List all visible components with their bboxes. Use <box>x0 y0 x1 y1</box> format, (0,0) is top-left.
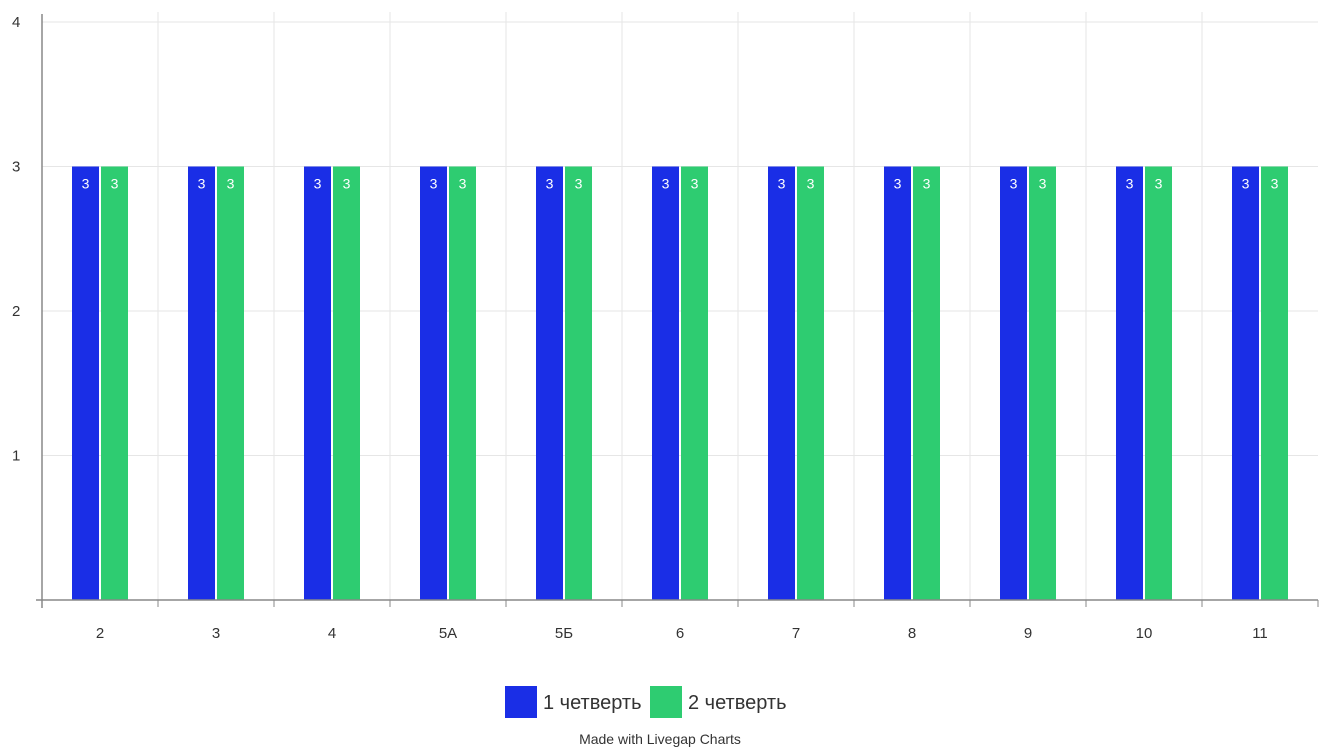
bar[interactable] <box>72 166 99 601</box>
bar-data-label: 3 <box>546 176 554 192</box>
y-tick-label: 1 <box>12 448 20 465</box>
bar[interactable] <box>304 166 331 601</box>
bar-data-label: 3 <box>1155 176 1163 192</box>
bar[interactable] <box>420 166 447 601</box>
legend: 1 четверть 2 четверть <box>505 686 787 718</box>
legend-swatch <box>650 686 682 718</box>
bar-data-label: 3 <box>691 176 699 192</box>
x-tick-label: 4 <box>328 625 336 642</box>
bar-data-label: 3 <box>459 176 467 192</box>
bar[interactable] <box>797 166 824 601</box>
bar-data-label: 3 <box>1126 176 1134 192</box>
bar[interactable] <box>1145 166 1172 601</box>
x-tick-label: 5Б <box>555 625 573 642</box>
bar[interactable] <box>1116 166 1143 601</box>
bar-data-label: 3 <box>1010 176 1018 192</box>
bar-data-label: 3 <box>894 176 902 192</box>
bar-data-label: 3 <box>198 176 206 192</box>
x-tick-label: 6 <box>676 625 684 642</box>
bar[interactable] <box>1232 166 1259 601</box>
bar[interactable] <box>768 166 795 601</box>
bar[interactable] <box>681 166 708 601</box>
bar-data-label: 3 <box>111 176 119 192</box>
x-tick-label: 10 <box>1136 625 1153 642</box>
axes <box>36 14 1318 608</box>
bar-data-label: 3 <box>778 176 786 192</box>
x-tick-label: 9 <box>1024 625 1032 642</box>
bar[interactable] <box>1000 166 1027 601</box>
bar[interactable] <box>449 166 476 601</box>
bar[interactable] <box>884 166 911 601</box>
bar-data-label: 3 <box>82 176 90 192</box>
legend-swatch <box>505 686 537 718</box>
x-tick-label: 2 <box>96 625 104 642</box>
bar-data-label: 3 <box>227 176 235 192</box>
bar[interactable] <box>652 166 679 601</box>
bar-data-labels: 3 3 3 3 3 3 3 3 3 3 3 3 3 3 3 3 3 3 3 3 3 3 <box>82 176 1279 192</box>
x-axis-tick-labels: 2 3 4 5А 5Б 6 7 8 9 10 11 <box>41 600 1319 642</box>
credit-text: Made with Livegap Charts <box>579 731 741 747</box>
bar-data-label: 3 <box>662 176 670 192</box>
bar[interactable] <box>188 166 215 601</box>
bar-data-label: 3 <box>314 176 322 192</box>
legend-item[interactable]: 1 четверть <box>505 686 642 718</box>
bar-data-label: 3 <box>430 176 438 192</box>
bar-data-label: 3 <box>1039 176 1047 192</box>
x-tick-label: 3 <box>212 625 220 642</box>
bar[interactable] <box>101 166 128 601</box>
bar-data-label: 3 <box>575 176 583 192</box>
x-tick-label: 7 <box>792 625 800 642</box>
legend-item[interactable]: 2 четверть <box>650 686 787 718</box>
bar[interactable] <box>1261 166 1288 601</box>
bar-data-label: 3 <box>1271 176 1279 192</box>
y-axis-tick-labels: 1 2 3 4 <box>12 14 20 465</box>
bars <box>72 166 1288 601</box>
bar-data-label: 3 <box>923 176 931 192</box>
bar-data-label: 3 <box>1242 176 1250 192</box>
y-tick-label: 4 <box>12 14 20 31</box>
bar[interactable] <box>913 166 940 601</box>
bar[interactable] <box>565 166 592 601</box>
x-tick-label: 11 <box>1252 625 1268 642</box>
bar[interactable] <box>1029 166 1056 601</box>
bar-data-label: 3 <box>807 176 815 192</box>
x-tick-label: 5А <box>439 625 457 642</box>
grid-lines <box>42 12 1318 600</box>
bar[interactable] <box>333 166 360 601</box>
legend-label: 1 четверть <box>543 692 642 714</box>
legend-label: 2 четверть <box>688 692 787 714</box>
y-tick-label: 3 <box>12 159 20 176</box>
x-tick-label: 8 <box>908 625 916 642</box>
y-tick-label: 2 <box>12 303 20 320</box>
bar-data-label: 3 <box>343 176 351 192</box>
bar[interactable] <box>217 166 244 601</box>
bar[interactable] <box>536 166 563 601</box>
